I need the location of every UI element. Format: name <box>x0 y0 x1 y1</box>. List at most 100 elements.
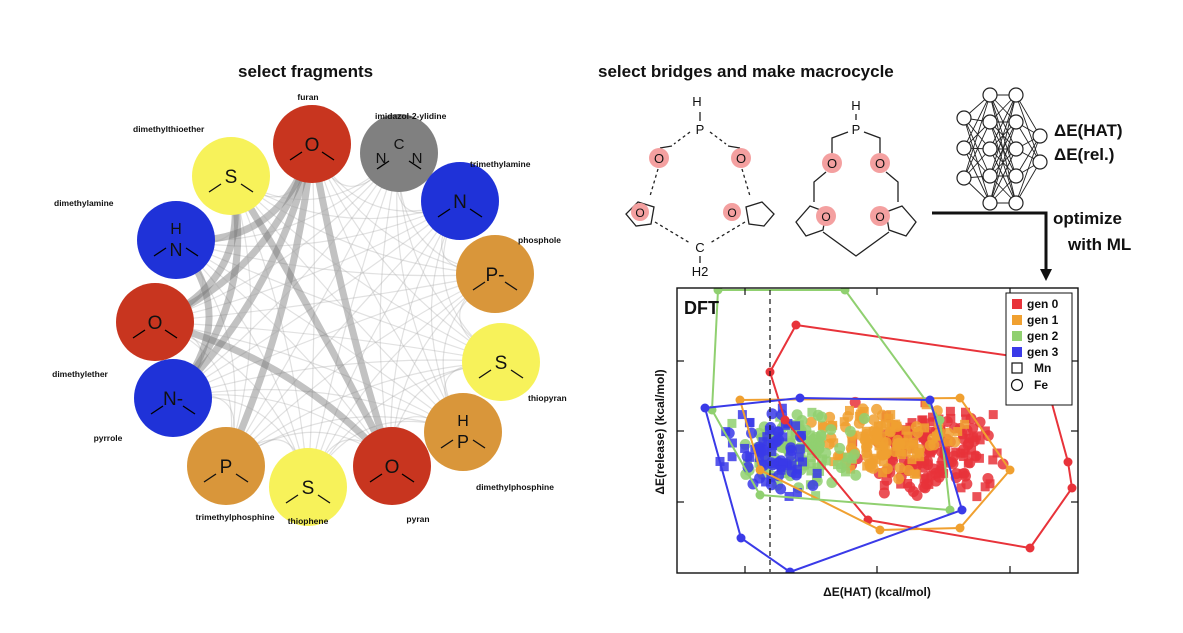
fragment-glyph: C <box>394 136 405 153</box>
data-point-square <box>988 455 998 465</box>
fragment-label: phosphole <box>518 235 561 245</box>
data-point-circle <box>858 413 870 425</box>
data-point-circle <box>924 439 936 451</box>
nn-edge <box>989 94 1017 177</box>
template-o1-label: O <box>654 151 664 166</box>
data-point-square <box>925 448 935 458</box>
connection-chord <box>307 143 315 488</box>
data-point-square <box>758 437 768 447</box>
data-point-square <box>727 438 737 448</box>
data-point-circle <box>958 467 970 479</box>
hull-vertex <box>755 465 765 475</box>
data-point-square <box>727 452 737 462</box>
connection-chord <box>172 388 464 433</box>
bond-line <box>235 473 249 483</box>
macro-o2-label: O <box>875 156 885 171</box>
data-point-square <box>796 430 806 440</box>
fragment-node-dimethylphosphine: HP <box>424 393 502 471</box>
fragment-glyph: S <box>302 478 315 499</box>
data-point-circle <box>941 415 953 427</box>
hull-vertex <box>1005 465 1015 475</box>
connection-chord <box>225 361 502 467</box>
data-point-square <box>792 469 802 479</box>
data-point-square <box>909 469 919 479</box>
connection-chord <box>175 239 502 363</box>
data-point-square <box>928 417 938 427</box>
data-point-square <box>766 473 776 483</box>
fragment-glyph: N <box>376 150 387 167</box>
bond-line <box>440 439 454 449</box>
fragment-label: imidazol-2-ylidine <box>375 111 447 121</box>
connection-chord <box>154 273 496 323</box>
bond-line <box>285 494 299 504</box>
data-point-circle <box>844 425 856 437</box>
data-point-square <box>794 452 804 462</box>
template-h2-label: H2 <box>692 264 709 279</box>
fragment-label: pyran <box>406 514 429 524</box>
hull-vertex <box>780 415 790 425</box>
connection-chord <box>307 152 400 488</box>
nn-neuron <box>1008 168 1024 184</box>
ml-output-hat: ΔE(HAT) <box>1054 121 1123 140</box>
series-gen-1 <box>805 400 970 485</box>
nn-neuron <box>1008 195 1024 211</box>
nn-neuron <box>982 87 998 103</box>
data-point-square <box>861 443 871 453</box>
legend-entry: gen 1 <box>1027 313 1059 327</box>
fragment-node-pyrrole: N- <box>134 359 212 437</box>
nn-neuron <box>1032 128 1048 144</box>
optimize-label: optimize <box>1053 209 1122 228</box>
nn-neuron <box>1008 87 1024 103</box>
nn-edge <box>963 121 991 179</box>
data-point-square <box>792 488 802 498</box>
legend-swatch <box>1012 331 1022 341</box>
data-point-square <box>956 483 966 493</box>
fragment-circle <box>137 201 215 279</box>
legend-swatch <box>1012 347 1022 357</box>
data-point-square <box>802 437 812 447</box>
data-point-circle <box>893 473 905 485</box>
fragment-circle <box>353 427 431 505</box>
hull-vertex <box>957 505 967 515</box>
nn-edge <box>963 117 991 177</box>
data-point-square <box>847 437 857 447</box>
data-point-square <box>891 419 901 429</box>
data-point-square <box>776 465 786 475</box>
data-point-circle <box>807 480 819 492</box>
data-point-circle <box>791 409 803 421</box>
data-point-square <box>737 410 747 420</box>
data-point-square <box>745 417 755 427</box>
data-point-square <box>745 452 755 462</box>
fragment-circle <box>187 427 265 505</box>
fragment-circle <box>424 393 502 471</box>
data-point-square <box>754 453 764 463</box>
data-point-square <box>859 407 869 417</box>
data-point-square <box>914 447 924 457</box>
data-point-square <box>903 479 913 489</box>
data-point-square <box>895 428 905 438</box>
data-point-square <box>833 460 843 470</box>
data-point-square <box>792 464 802 474</box>
fragment-glyph: S <box>495 353 508 374</box>
data-point-square <box>951 447 961 457</box>
fragment-label: thiopyran <box>528 393 567 403</box>
data-point-square <box>807 445 817 455</box>
data-point-circle <box>834 442 846 454</box>
fragment-node-thiophene: S <box>269 448 347 526</box>
fragment-node-trimethylphosphine: P <box>187 427 265 505</box>
legend-entry: gen 2 <box>1027 329 1059 343</box>
data-point-square <box>829 438 839 448</box>
data-point-square <box>874 441 884 451</box>
hull-vertex <box>735 395 745 405</box>
fragment-label: pyrrole <box>94 433 123 443</box>
data-point-circle <box>967 423 979 435</box>
data-point-square <box>931 431 941 441</box>
fragment-glyph: H <box>170 221 182 238</box>
data-point-square <box>764 425 774 435</box>
fragment-circle <box>116 283 194 361</box>
data-point-square <box>791 421 801 431</box>
data-point-square <box>778 458 788 468</box>
macro-furan1-o: O <box>821 210 830 224</box>
template-o2-label: O <box>736 151 746 166</box>
fragment-label: dimethylether <box>52 369 108 379</box>
